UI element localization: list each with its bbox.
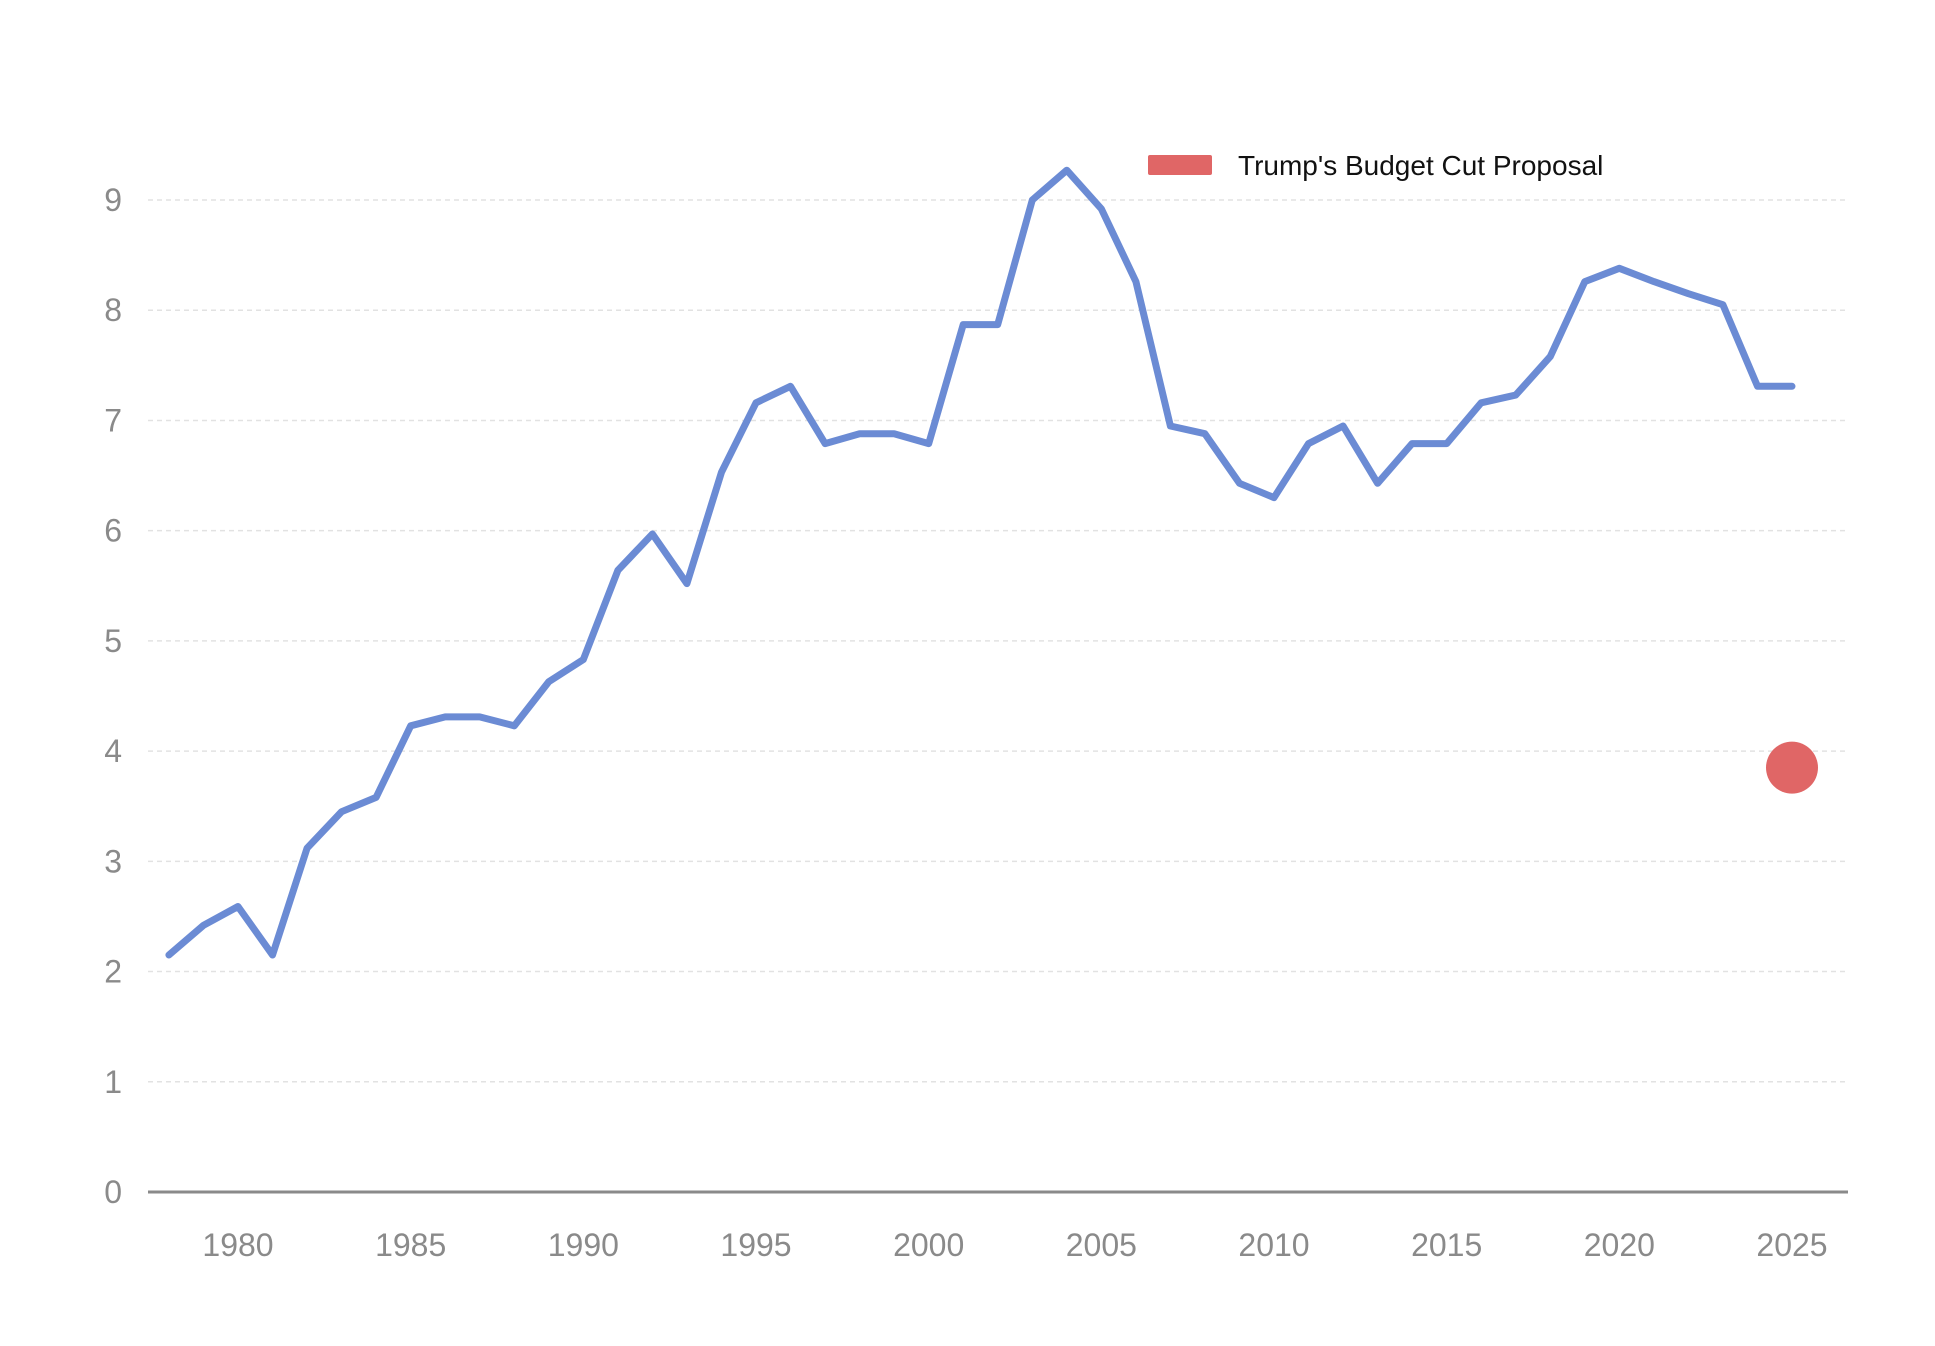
x-tick-label: 1990 (548, 1227, 619, 1263)
legend-label: Trump's Budget Cut Proposal (1238, 150, 1603, 181)
series-line (165, 166, 1796, 959)
x-axis-ticks: 1980 1985 1990 1995 2000 2005 2010 2015 2020 2025 (202, 1227, 1827, 1263)
y-tick-label: 8 (104, 292, 122, 328)
x-tick-label: 1995 (720, 1227, 791, 1263)
x-tick-label: 2000 (893, 1227, 964, 1263)
grid-lines (148, 199, 1848, 1083)
legend: Trump's Budget Cut Proposal (1148, 150, 1603, 181)
y-tick-label: 3 (104, 843, 122, 879)
y-tick-label: 6 (104, 513, 122, 549)
x-tick-label: 2010 (1238, 1227, 1309, 1263)
x-tick-label: 2015 (1411, 1227, 1482, 1263)
y-tick-label: 5 (104, 623, 122, 659)
y-tick-label: 4 (104, 733, 122, 769)
y-tick-label: 0 (104, 1174, 122, 1210)
x-tick-label: 2005 (1066, 1227, 1137, 1263)
series-layer (165, 166, 1818, 959)
y-tick-label: 2 (104, 954, 122, 990)
x-tick-label: 2025 (1756, 1227, 1827, 1263)
x-tick-label: 1980 (202, 1227, 273, 1263)
x-tick-label: 2020 (1584, 1227, 1655, 1263)
x-tick-label: 1985 (375, 1227, 446, 1263)
y-tick-label: 7 (104, 402, 122, 438)
scatter-point (1766, 741, 1818, 794)
y-axis-ticks: 0 1 2 3 4 5 6 7 8 9 (104, 182, 122, 1210)
legend-swatch (1148, 155, 1212, 175)
y-tick-label: 1 (104, 1064, 122, 1100)
y-tick-label: 9 (104, 182, 122, 218)
